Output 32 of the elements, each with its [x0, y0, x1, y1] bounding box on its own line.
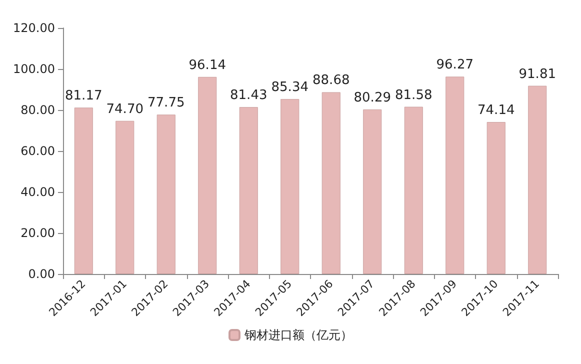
- data-label: 88.68: [312, 73, 350, 88]
- data-label: 80.29: [354, 90, 391, 106]
- y-tick-label: 40.00: [20, 185, 55, 199]
- bar: [528, 86, 547, 274]
- data-label: 74.70: [106, 102, 144, 117]
- data-label: 96.27: [436, 58, 474, 73]
- y-tick-label: 20.00: [20, 226, 55, 240]
- y-tick-label: 80.00: [20, 103, 55, 117]
- bar: [322, 92, 340, 274]
- data-label: 81.43: [230, 88, 268, 104]
- bar: [280, 99, 300, 274]
- y-tick-label: 100.00: [13, 62, 55, 76]
- legend-label: 钢材进口额（亿元）: [244, 328, 352, 342]
- data-label: 77.75: [148, 96, 185, 111]
- bar: [198, 76, 217, 274]
- bar: [404, 106, 423, 274]
- bar: [116, 120, 134, 274]
- bar: [74, 108, 93, 274]
- bar: [239, 107, 258, 274]
- data-label: 74.14: [478, 103, 515, 118]
- bar: [446, 76, 464, 274]
- y-tick-label: 60.00: [20, 144, 55, 158]
- data-label: 81.17: [65, 88, 102, 104]
- y-tick-label: 120.00: [13, 21, 55, 35]
- y-tick-label: 0.00: [28, 267, 55, 281]
- data-label: 81.58: [395, 88, 432, 103]
- bar: [486, 122, 506, 274]
- bar: [156, 114, 176, 274]
- bar: [363, 109, 382, 274]
- data-label: 91.81: [518, 66, 556, 82]
- data-label: 96.14: [188, 58, 226, 73]
- data-label: 85.34: [271, 80, 308, 96]
